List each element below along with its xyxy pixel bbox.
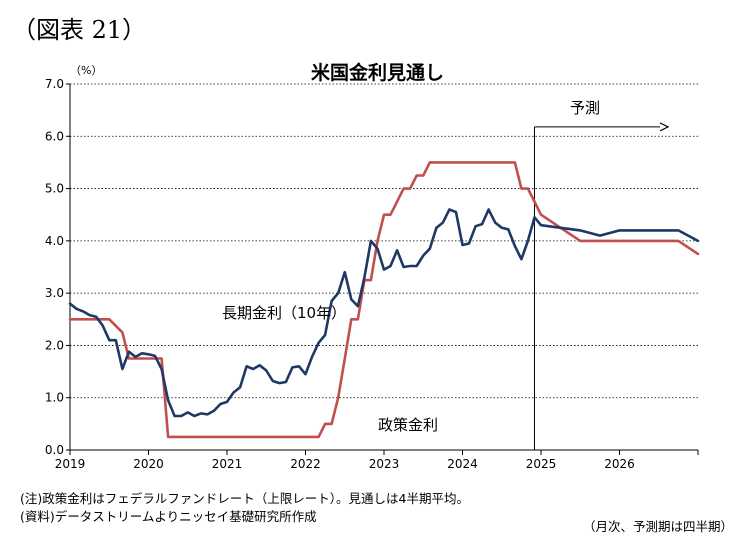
series-lines — [68, 161, 700, 439]
note-frequency: （月次、予測期は四半期） — [582, 519, 733, 534]
x-tick-2022: 2022 — [290, 457, 321, 471]
y-tick-labels: 0.0 1.0 2.0 3.0 4.0 5.0 6.0 7.0 — [45, 77, 64, 457]
figure-label: （図表 21） — [12, 16, 147, 44]
y-tick-4.0: 4.0 — [45, 234, 64, 248]
plot-frame — [66, 83, 699, 455]
x-tick-2019: 2019 — [55, 457, 86, 471]
x-tick-2025: 2025 — [526, 457, 557, 471]
y-axis-unit: （%） — [70, 64, 102, 77]
series-label-long-rate: 長期金利（10年） — [222, 304, 346, 322]
x-tick-2023: 2023 — [369, 457, 400, 471]
x-tick-2026: 2026 — [604, 457, 635, 471]
x-tick-2024: 2024 — [447, 457, 478, 471]
y-tick-5.0: 5.0 — [45, 182, 64, 196]
y-tick-7.0: 7.0 — [45, 77, 64, 91]
y-tick-1.0: 1.0 — [45, 391, 64, 405]
series-line-policy-rate — [68, 161, 700, 439]
y-tick-2.0: 2.0 — [45, 338, 64, 352]
x-tick-labels: 2019 2020 2021 2022 2023 2024 2025 2026 — [55, 457, 635, 471]
forecast-label: 予測 — [570, 99, 600, 117]
forecast-arrow-head — [659, 122, 670, 132]
y-tick-6.0: 6.0 — [45, 129, 64, 143]
x-tick-2020: 2020 — [133, 457, 164, 471]
forecast-marker: 予測 — [533, 99, 670, 450]
series-line-long-rate — [68, 208, 700, 418]
note-source: (資料)データストリームよりニッセイ基礎研究所作成 — [20, 509, 317, 524]
y-tick-0.0: 0.0 — [45, 443, 64, 457]
y-tick-3.0: 3.0 — [45, 286, 64, 300]
series-label-policy-rate: 政策金利 — [378, 416, 438, 434]
x-tick-2021: 2021 — [212, 457, 243, 471]
chart-title: 米国金利見通し — [310, 62, 444, 84]
note-policy-rate: (注)政策金利はフェデラルファンドレート（上限レート）。見通しは4半期平均。 — [20, 491, 469, 506]
